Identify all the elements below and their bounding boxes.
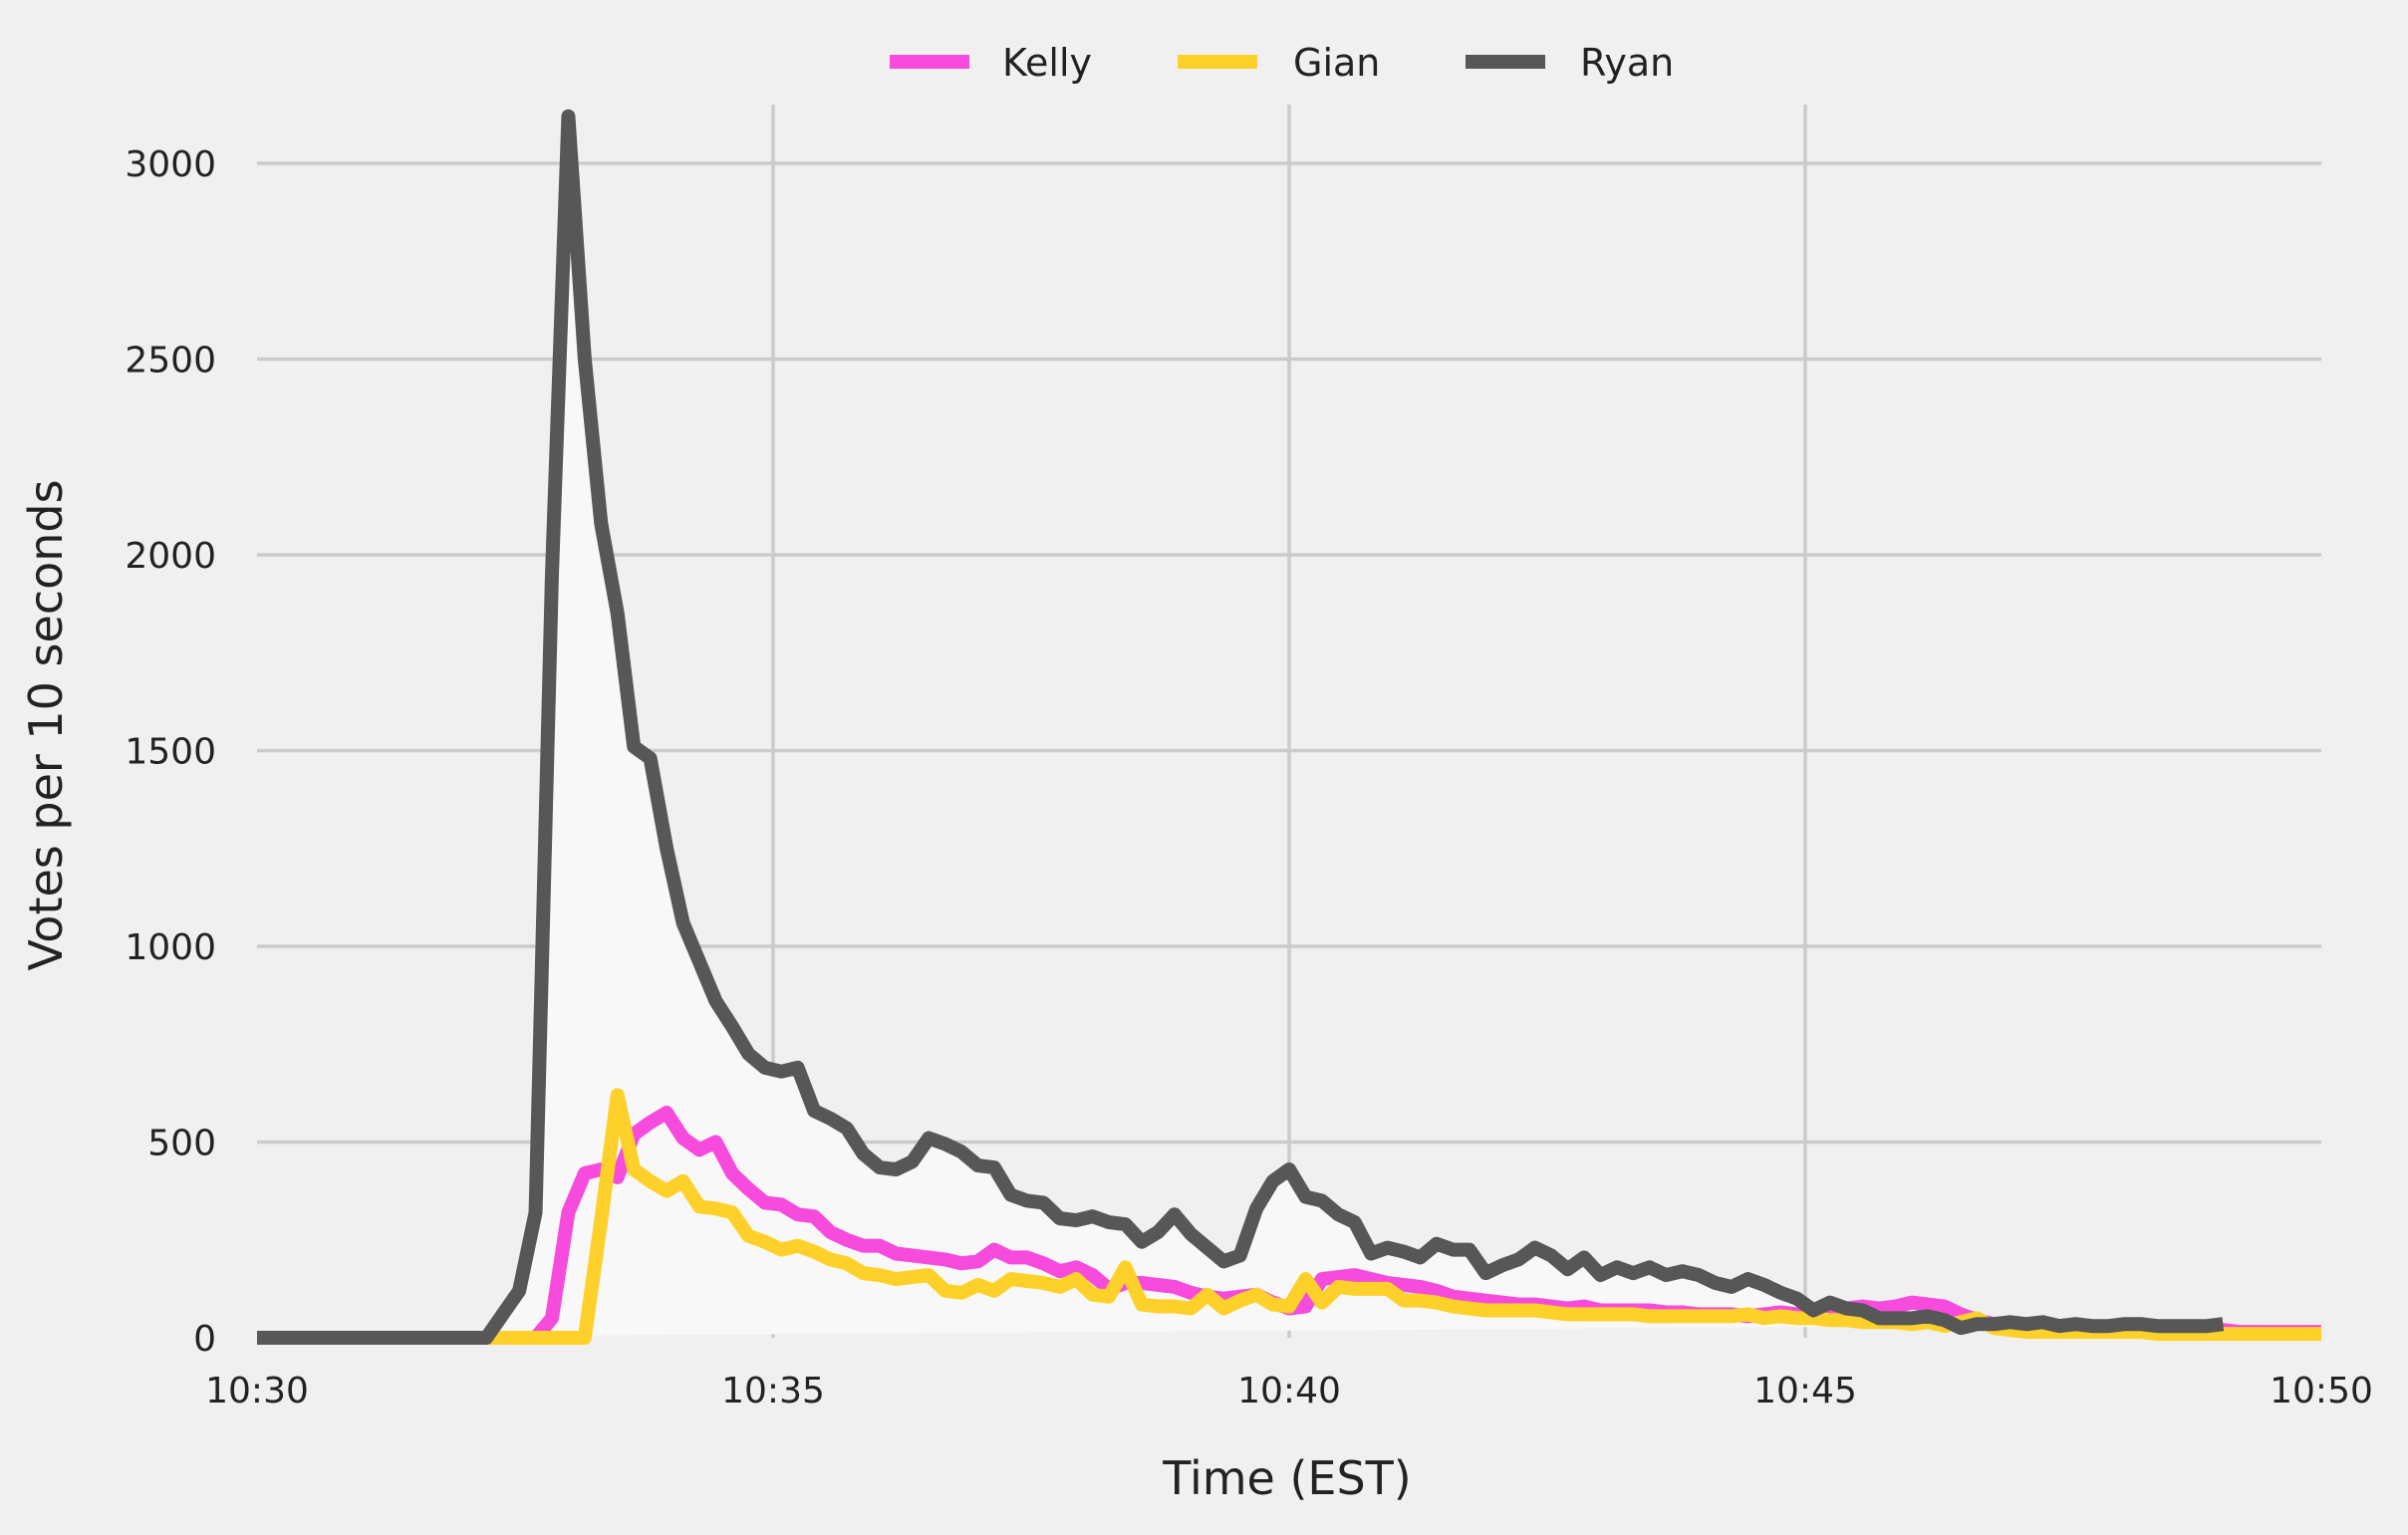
y-tick-label: 3000 [125,144,216,185]
x-tick-label: 10:50 [2270,1371,2373,1411]
series-line-ryan [257,109,2225,1345]
y-axis-title: Votes per 10 seconds [19,479,73,970]
y-tick-label: 2500 [125,340,216,381]
legend-label-ryan: Ryan [1580,41,1674,85]
x-axis-title: Time (EST) [1162,1451,1411,1505]
x-axis-ticks: 10:30 10:35 10:40 10:45 10:50 [205,1371,2373,1411]
series-lines [257,109,2321,1345]
x-tick-label: 10:35 [721,1371,825,1411]
x-tick-label: 10:45 [1753,1371,1857,1411]
x-tick-label: 10:30 [205,1371,309,1411]
legend-label-kelly: Kelly [1002,41,1092,85]
y-tick-label: 500 [147,1123,216,1163]
y-tick-label: 1000 [125,927,216,968]
y-tick-label: 2000 [125,536,216,577]
y-tick-label: 0 [193,1319,216,1360]
y-axis-ticks: 0 500 1000 1500 2000 2500 3000 [125,144,216,1360]
y-tick-label: 1500 [125,731,216,772]
x-tick-label: 10:40 [1237,1371,1341,1411]
legend-label-gian: Gian [1293,41,1380,85]
legend: Kelly Gian Ryan [890,41,1674,85]
